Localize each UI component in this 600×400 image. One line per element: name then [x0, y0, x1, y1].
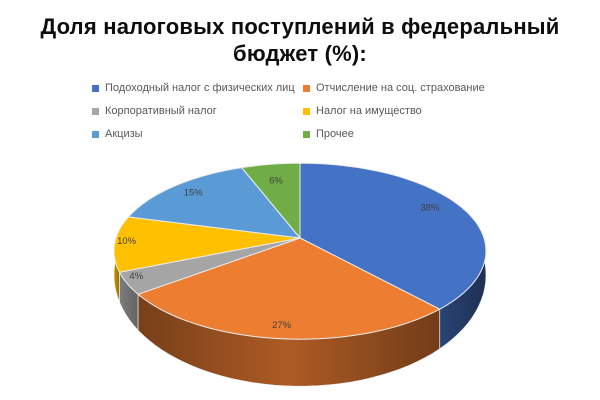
chart-title-line1: Доля налоговых поступлений в федеральный	[40, 14, 560, 39]
slice-label-0: 38%	[420, 203, 440, 214]
legend-swatch-icon	[92, 107, 99, 115]
chart-title-line2: бюджет (%):	[233, 41, 367, 66]
legend-item: Корпоративный налог	[92, 105, 303, 117]
pie-slice-1	[137, 237, 441, 340]
legend-label: Акцизы	[105, 128, 143, 140]
slice-label-5: 6%	[269, 175, 283, 186]
pie-slice-2	[119, 237, 301, 295]
slice-label-2: 4%	[129, 271, 143, 282]
slice-label-1: 27%	[272, 320, 292, 331]
legend-item: Налог на имущество	[303, 105, 485, 117]
pie-slice-0	[299, 162, 487, 310]
legend-label: Корпоративный налог	[105, 105, 217, 117]
legend-swatch-icon	[303, 130, 310, 138]
legend-item: Отчисление на соц. страхование	[303, 82, 485, 94]
pie-slice-3	[113, 216, 301, 273]
legend-label: Отчисление на соц. страхование	[316, 82, 485, 94]
legend-swatch-icon	[303, 84, 310, 92]
pie-slice-5	[241, 162, 301, 239]
pie-slice-4	[127, 167, 301, 239]
legend-swatch-icon	[303, 107, 310, 115]
chart-legend: Подоходный налог с физических лиц Отчисле…	[92, 82, 485, 140]
chart-title: Доля налоговых поступлений в федеральный…	[0, 13, 600, 67]
legend-label: Подоходный налог с физических лиц	[105, 82, 295, 94]
legend-item: Прочее	[303, 128, 485, 140]
legend-swatch-icon	[92, 84, 99, 92]
legend-label: Прочее	[316, 128, 354, 140]
legend-label: Налог на имущество	[316, 105, 422, 117]
slice-label-4: 15%	[184, 188, 204, 199]
legend-swatch-icon	[92, 130, 99, 138]
legend-item: Акцизы	[92, 128, 303, 140]
legend-item: Подоходный налог с физических лиц	[92, 82, 303, 94]
slice-label-3: 10%	[117, 236, 137, 247]
